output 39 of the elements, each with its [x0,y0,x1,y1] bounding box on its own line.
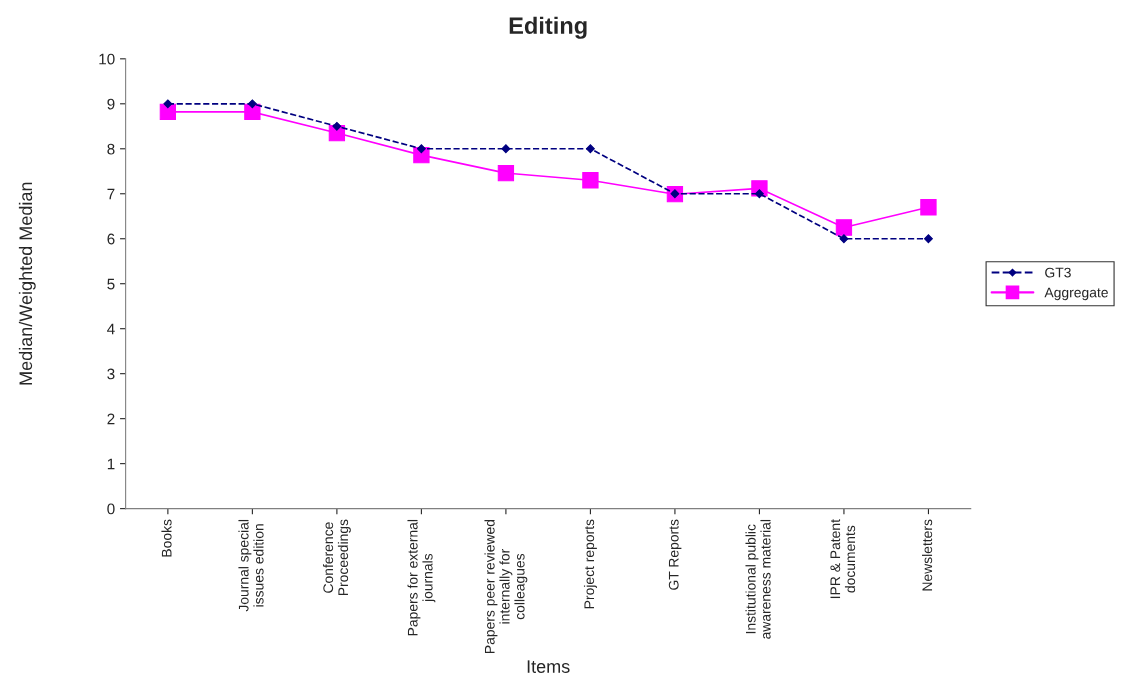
y-tick-label: 8 [107,143,115,155]
point [924,234,933,244]
point [416,144,426,154]
y-tick-label: 1 [107,458,115,470]
point [501,144,511,154]
legend-label: Aggregate [1044,287,1108,301]
x-tick-label: Institutional public awareness material [745,519,771,639]
point [582,172,599,189]
point [839,234,849,244]
x-tick-label: Newsletters [921,519,933,591]
y-axis-title: Median/Weighted Median [18,182,36,385]
point [247,99,257,109]
x-tick-label: Conference Proceedings [322,519,351,596]
y-tick-label: 3 [107,368,115,380]
y-tick-label: 9 [107,98,115,110]
x-tick-label: IPR & Patent documents [830,519,856,599]
y-tick-label: 7 [107,188,115,200]
x-axis-title: Items [527,660,570,673]
point [163,99,173,109]
x-tick-label: Papers peer reviewed internally for colleagues [484,519,528,653]
y-tick-label: 4 [107,323,115,335]
x-tick-label: GT Reports [668,519,682,590]
y-tick-label: 2 [107,413,115,425]
point [835,219,853,236]
x-tick-label: Journal special issues edition [238,519,264,612]
x-tick-label: Project reports [583,519,597,609]
point [920,199,937,216]
x-tick-label: Books [161,519,172,557]
chart-title: Editing [509,16,587,39]
point [497,164,515,182]
legend-label: GT3 [1045,267,1071,278]
y-tick-label: 0 [107,503,115,515]
point [754,189,764,199]
y-tick-label: 6 [107,233,115,245]
point [585,144,595,154]
y-tick-label: 5 [107,278,115,290]
x-tick-label: Papers for external journals [407,519,436,636]
point [332,121,342,131]
y-tick-label: 10 [99,53,115,65]
